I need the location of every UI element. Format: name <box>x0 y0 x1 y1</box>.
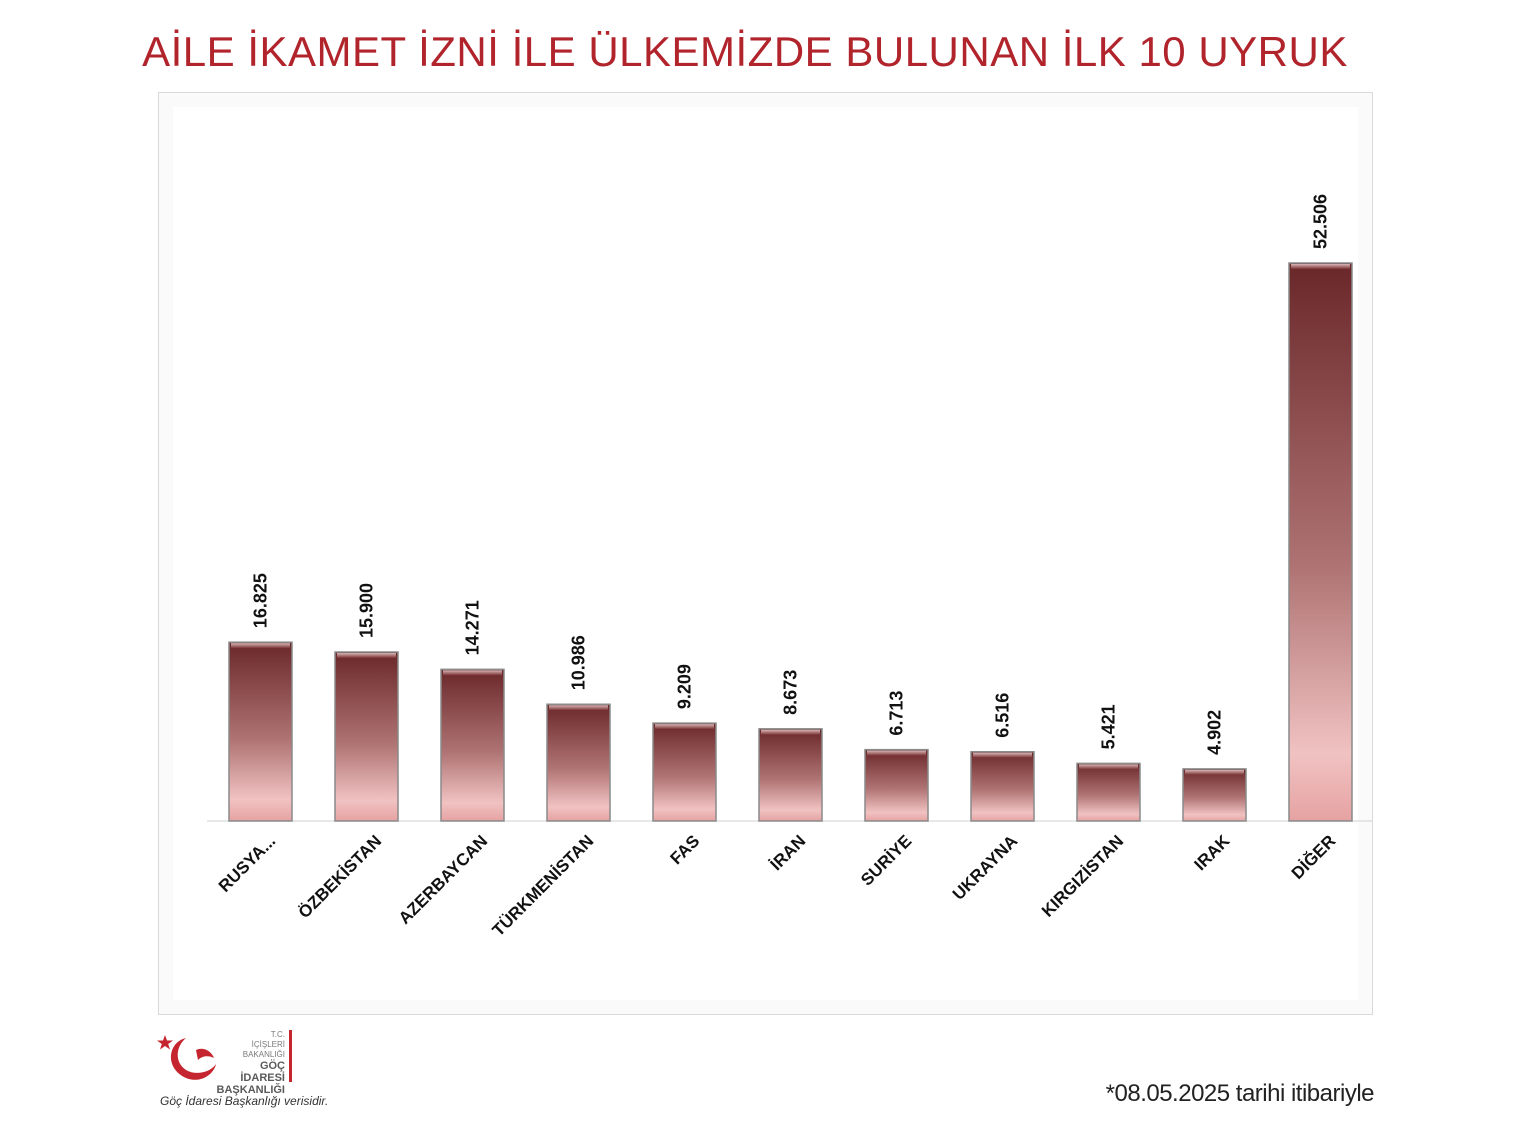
bar-cap-7 <box>973 752 1032 758</box>
bar-cap-0 <box>231 643 290 649</box>
bar-cap-5 <box>761 729 820 735</box>
category-label-7: UKRAYNA <box>949 831 1021 903</box>
bar-6 <box>864 748 929 822</box>
logo-text: T.C. İÇİŞLERİ BAKANLIĞI GÖÇ İDARESİ BAŞK… <box>215 1030 285 1096</box>
data-label-3: 10.986 <box>569 635 589 690</box>
bar-cap-1 <box>337 653 396 659</box>
logo-line-ministry: İÇİŞLERİ BAKANLIĞI <box>242 1040 285 1059</box>
category-label-2: AZERBAYCAN <box>395 831 491 927</box>
data-label-6: 6.713 <box>887 691 907 736</box>
bar-7 <box>970 751 1035 822</box>
data-label-1: 15.900 <box>357 583 377 638</box>
logo-line-goc: GÖÇ İDARESİ <box>240 1060 285 1084</box>
category-label-8: KIRGIZİSTAN <box>1038 831 1127 920</box>
date-footnote: *08.05.2025 tarihi itibariyle <box>1105 1080 1375 1107</box>
category-label-5: İRAN <box>767 831 810 874</box>
bar-cap-8 <box>1079 764 1138 770</box>
category-label-10: DİĞER <box>1288 831 1340 883</box>
category-label-6: SURİYE <box>857 831 915 889</box>
chart-title: AİLE İKAMET İZNİ İLE ÜLKEMİZDE BULUNAN İ… <box>142 28 1348 75</box>
bar-cap-9 <box>1185 769 1244 775</box>
category-label-9: IRAK <box>1191 831 1234 874</box>
bar-3 <box>546 703 611 822</box>
bar-10 <box>1288 262 1353 822</box>
category-label-0: RUSYA... <box>215 831 279 895</box>
logo-divider <box>289 1030 292 1082</box>
data-label-5: 8.673 <box>781 670 801 715</box>
bar-cap-2 <box>443 670 502 676</box>
data-label-7: 6.516 <box>993 693 1013 738</box>
bar-8 <box>1076 762 1141 822</box>
bar-1 <box>334 651 399 822</box>
category-label-1: ÖZBEKİSTAN <box>295 831 386 922</box>
source-note: Göç İdaresi Başkanlığı verisidir. <box>160 1094 329 1108</box>
data-label-9: 4.902 <box>1205 710 1225 755</box>
data-label-10: 52.506 <box>1311 194 1331 249</box>
data-label-2: 14.271 <box>463 600 483 655</box>
bar-cap-3 <box>549 705 608 711</box>
bar-cap-6 <box>867 750 926 756</box>
star-icon <box>157 1035 173 1050</box>
bar-0 <box>228 641 293 822</box>
crescent-bird-icon <box>170 1038 216 1080</box>
chart-frame <box>158 92 1373 1015</box>
category-label-4: FAS <box>667 831 704 868</box>
category-label-3: TÜRKMENİSTAN <box>489 831 598 940</box>
bar-cap-4 <box>655 724 714 730</box>
bar-4 <box>652 722 717 822</box>
data-label-8: 5.421 <box>1099 704 1119 749</box>
bar-9 <box>1182 768 1247 822</box>
bar-5 <box>758 728 823 822</box>
chart-plot-area <box>173 107 1358 1000</box>
goc-idaresi-logo <box>157 1035 216 1080</box>
data-label-4: 9.209 <box>675 664 695 709</box>
logo-line-baskanlik: BAŞKANLIĞI <box>216 1084 285 1096</box>
bar-2 <box>440 668 505 822</box>
logo-line-tc: T.C. <box>270 1030 285 1039</box>
data-label-0: 16.825 <box>251 573 271 628</box>
bar-cap-10 <box>1291 264 1350 269</box>
